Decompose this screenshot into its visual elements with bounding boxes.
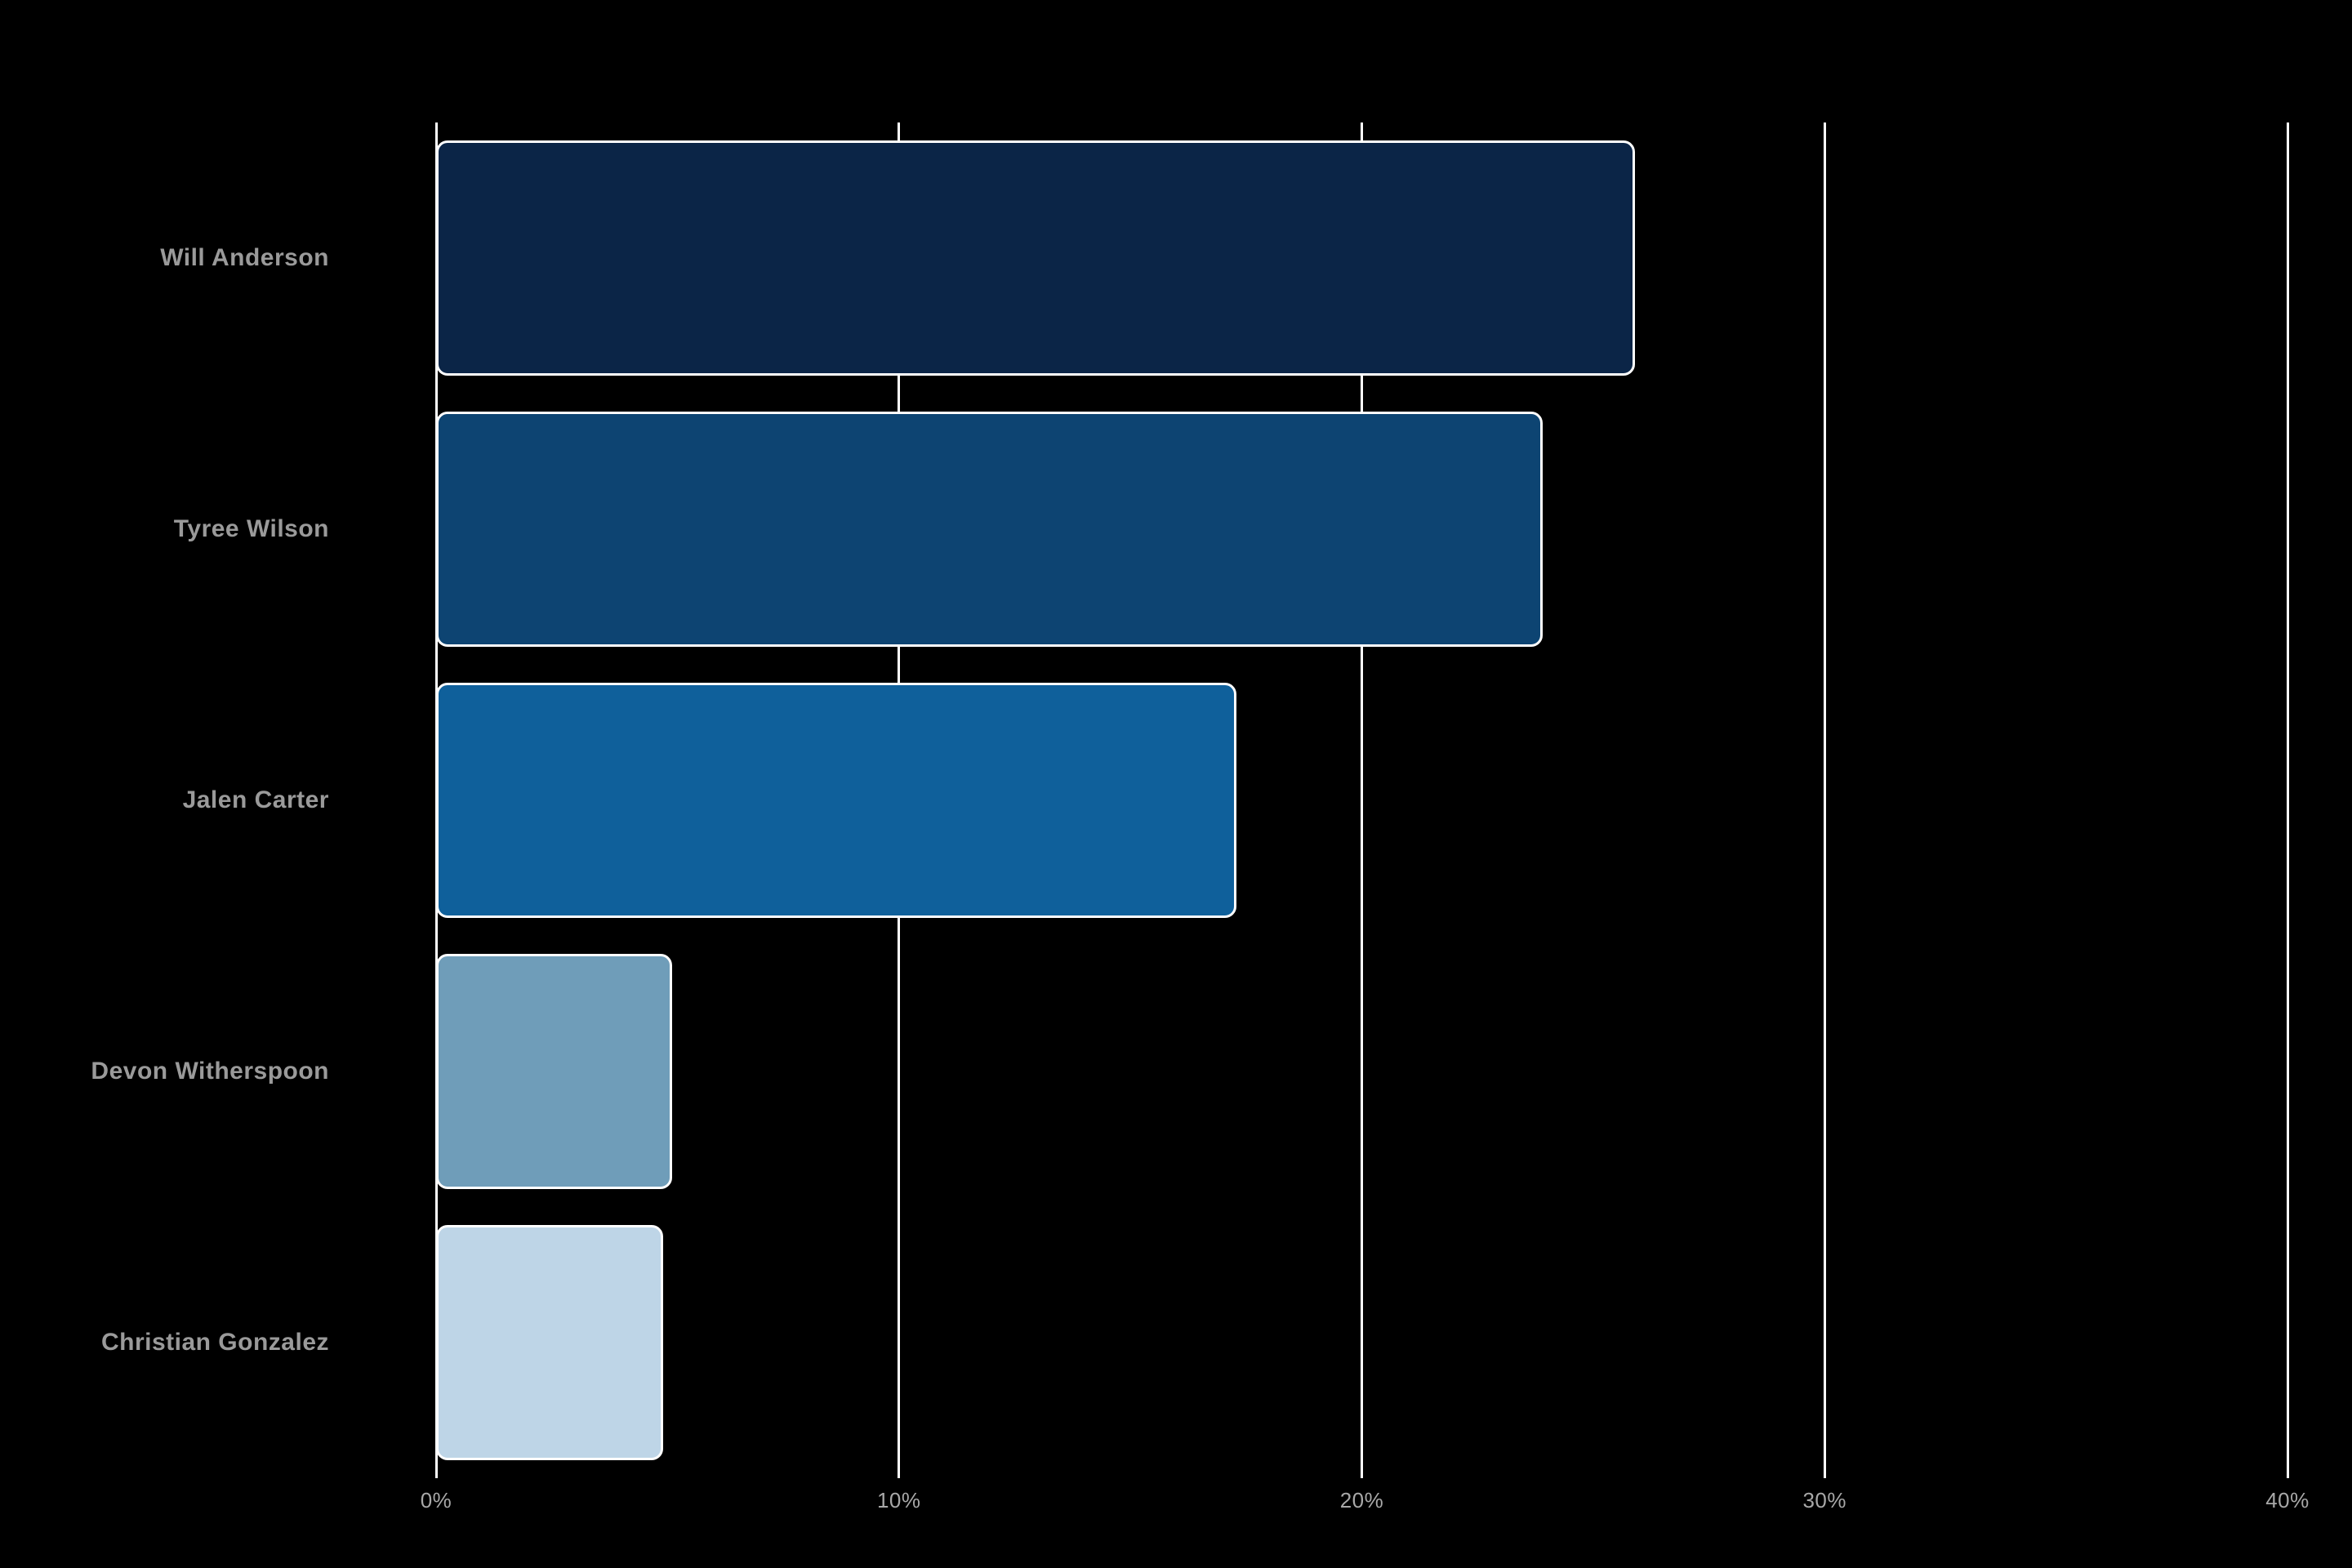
bar-row bbox=[436, 122, 2287, 394]
bar-row bbox=[436, 665, 2287, 936]
category-label: Jalen Carter bbox=[182, 786, 329, 813]
plot-area bbox=[434, 122, 2289, 1478]
category-label: Will Anderson bbox=[160, 244, 329, 271]
bar-row bbox=[436, 1207, 2287, 1478]
gridline bbox=[2286, 122, 2289, 1478]
category-label: Devon Witherspoon bbox=[91, 1058, 329, 1085]
gridline bbox=[1361, 122, 1363, 1478]
x-tick-label: 40% bbox=[2265, 1488, 2310, 1512]
category-label: Christian Gonzalez bbox=[100, 1329, 329, 1356]
x-tick-label: 10% bbox=[876, 1488, 921, 1512]
bar-devon-witherspoon bbox=[436, 954, 673, 1189]
bar-row bbox=[436, 394, 2287, 665]
bar-rows bbox=[436, 122, 2287, 1478]
x-tick-label: 20% bbox=[1339, 1488, 1384, 1512]
category-label: Tyree Wilson bbox=[173, 515, 329, 542]
bar-christian-gonzalez bbox=[436, 1225, 663, 1460]
x-axis: 0% 10% 20% 30% 40% bbox=[421, 1488, 2310, 1527]
gridline bbox=[1823, 122, 1826, 1478]
bar-jalen-carter bbox=[436, 683, 1237, 918]
bar-will-anderson bbox=[436, 140, 1635, 376]
x-tick-label: 30% bbox=[1802, 1488, 1847, 1512]
bar-tyree-wilson bbox=[436, 412, 1543, 647]
x-tick-label: 0% bbox=[420, 1488, 452, 1512]
bar-row bbox=[436, 936, 2287, 1207]
category-labels: Will Anderson Tyree Wilson Jalen Carter Dev… bbox=[0, 122, 329, 1478]
